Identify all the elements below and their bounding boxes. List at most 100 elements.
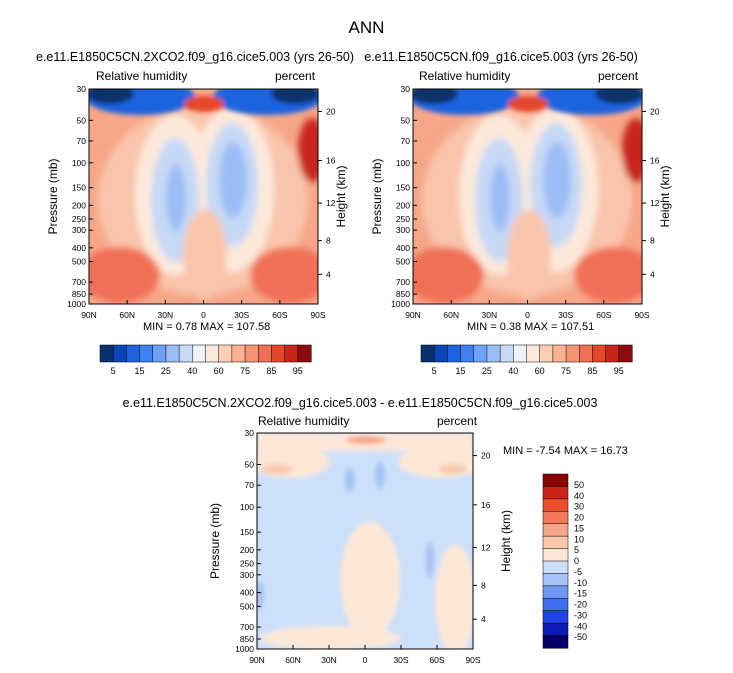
y-tick-label: 70 — [245, 480, 255, 490]
colorbar-swatch — [542, 610, 569, 624]
colorbar-label: -15 — [574, 589, 587, 599]
panel-1-axes: 90N 60N 30N 0 30S 60S 90S 30 50 70 100 150 200 250300… — [46, 84, 348, 320]
x-tick-label: 30N — [321, 655, 337, 665]
rh-driest-north — [89, 89, 134, 104]
colorbar-swatch — [542, 585, 569, 599]
colorbar-swatch — [542, 560, 569, 574]
colorbar-swatch — [218, 344, 233, 363]
colorbar-label: -10 — [574, 578, 587, 588]
height-tick-label: 12 — [326, 198, 336, 208]
y-tick-label: 1000 — [235, 644, 254, 654]
y-tick-label: 300 — [72, 225, 86, 235]
x-tick-label: 60N — [119, 310, 135, 320]
diff-negative-cell — [345, 468, 355, 492]
colorbar-swatch — [605, 344, 620, 363]
colorbar-label: 60 — [535, 366, 545, 376]
y-tick-label: 200 — [240, 545, 254, 555]
colorbar-swatch — [539, 344, 554, 363]
y-tick-label: 50 — [245, 459, 255, 469]
rh-driest-south — [595, 89, 642, 104]
colorbar-label: 15 — [456, 366, 466, 376]
height-tick-label: 12 — [481, 543, 491, 553]
colorbar-swatch — [542, 573, 569, 587]
rh-moist-equator — [507, 210, 551, 300]
x-tick-label: 60S — [429, 655, 444, 665]
height-tick-label: 20 — [481, 451, 491, 461]
height-tick-label: 16 — [326, 156, 336, 166]
y-tick-label: 200 — [396, 200, 410, 210]
colorbar-label: 40 — [574, 491, 584, 501]
page-title: ANN — [348, 18, 385, 37]
colorbar-swatch — [112, 344, 127, 363]
diff-upper-south-positive — [398, 446, 473, 478]
y-tick-label: 400 — [396, 243, 410, 253]
colorbar-swatch — [542, 473, 569, 487]
y-tick-label: 250 — [72, 214, 86, 224]
rh-dry-north-core — [166, 164, 186, 232]
height-tick-label: 20 — [326, 106, 336, 116]
panel-2-stats: MIN = 0.38 MAX = 107.51 — [467, 321, 595, 333]
y-tick-label: 200 — [72, 200, 86, 210]
rh-moist-south-bl — [250, 247, 318, 303]
rh-dry-south-core — [219, 142, 247, 218]
y-tick-label: 500 — [396, 257, 410, 267]
panel-3-field — [257, 433, 473, 649]
colorbar-label: 85 — [266, 366, 276, 376]
colorbar-swatch — [542, 498, 569, 512]
height-tick-label: 8 — [481, 580, 486, 590]
colorbar-label: 20 — [574, 513, 584, 523]
colorbar-swatch — [579, 344, 593, 363]
colorbar-swatch — [152, 344, 167, 363]
colorbar-swatch — [231, 344, 246, 363]
diff-negative-cell — [257, 581, 264, 609]
rh-driest-south — [271, 89, 318, 104]
colorbar-swatch — [192, 344, 207, 363]
colorbar-swatch — [447, 344, 462, 363]
colorbar-swatch — [126, 344, 141, 363]
height-tick-label: 4 — [326, 269, 331, 279]
colorbar-swatch — [420, 344, 435, 363]
y-tick-label: 150 — [72, 183, 86, 193]
x-tick-label: 0 — [525, 310, 530, 320]
y-tick-label: 50 — [77, 115, 87, 125]
panel-2-title: e.e11.E1850C5CN.f09_g16.cice5.003 (yrs 2… — [364, 50, 638, 64]
colorbar-swatch — [542, 511, 569, 525]
height-tick-label: 4 — [481, 614, 486, 624]
y-tick-label: 400 — [72, 243, 86, 253]
diff-negative-cell — [375, 461, 385, 489]
colorbar-swatch — [473, 344, 488, 363]
height-tick-label: 16 — [481, 500, 491, 510]
y-tick-label: 70 — [77, 136, 87, 146]
rh-moist-north-bl — [89, 247, 160, 303]
colorbar-swatch — [542, 486, 569, 500]
colorbar-swatch — [542, 535, 569, 550]
colorbar-swatch — [139, 344, 154, 363]
colorbar-panel-1: 5 15 25 40 60 75 85 95 — [99, 344, 312, 376]
rh-moist-polar — [622, 118, 642, 182]
colorbar-label: 40 — [508, 366, 518, 376]
colorbar-label: 40 — [187, 366, 197, 376]
y-axis-title: Pressure (mb) — [46, 158, 60, 234]
rh-tropopause-moist — [508, 96, 548, 112]
y-tick-label: 700 — [240, 622, 254, 632]
panel-1-stats: MIN = 0.78 MAX = 107.58 — [143, 321, 271, 333]
y-tick-label: 1000 — [67, 299, 86, 309]
rh-moist-south-bl — [574, 247, 642, 303]
y-tick-label: 100 — [240, 502, 254, 512]
y-tick-label: 70 — [401, 136, 411, 146]
height-tick-label: 8 — [326, 236, 331, 246]
diff-north-max — [261, 464, 293, 474]
y-tick-label: 850 — [240, 634, 254, 644]
colorbar-label: -40 — [574, 621, 587, 631]
y-tick-label: 150 — [396, 183, 410, 193]
axes-layer: 90N 60N 30N 0 30S 60S 90S305070100150200250300… — [46, 84, 672, 665]
rh-moist-north-bl — [413, 247, 484, 303]
y-axis-right-title: Height (km) — [499, 510, 513, 572]
colorbar-label: 75 — [561, 366, 571, 376]
rh-dry-north-core — [490, 164, 510, 232]
y-tick-label: 100 — [396, 158, 410, 168]
x-tick-label: 60S — [596, 310, 611, 320]
diff-bl-positive — [260, 626, 400, 649]
panel-3-axes: 90N 60N 30N 0 30S 60S 90S 30 50 70 100 150 200 250300… — [208, 428, 513, 665]
